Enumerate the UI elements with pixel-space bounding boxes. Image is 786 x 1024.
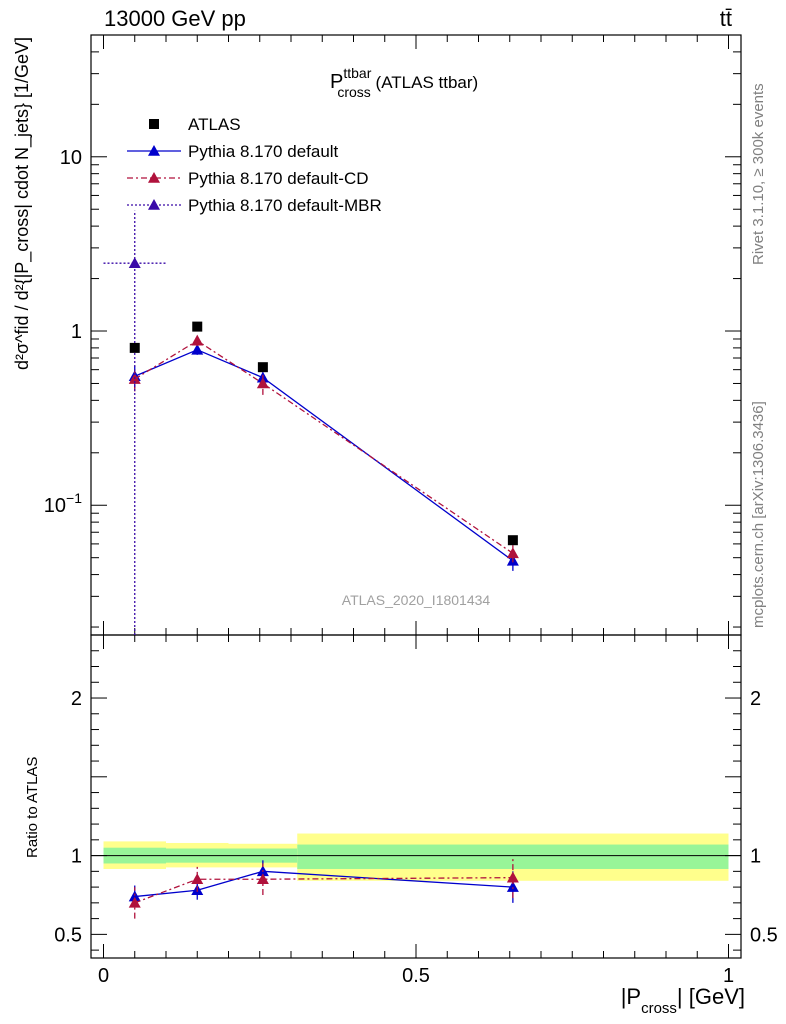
legend-label: Pythia 8.170 default-CD <box>188 169 369 188</box>
legend: ATLAS Pythia 8.170 default Pythia 8.170 de… <box>127 115 382 215</box>
series-line <box>134 349 514 562</box>
y-tick-label: 10 <box>60 147 82 169</box>
x-label-pre: |P <box>621 984 641 1009</box>
ratio-marker <box>506 871 519 883</box>
title-rest: (ATLAS ttbar) <box>371 73 478 92</box>
ratio-tick-label-right: 0.5 <box>750 924 778 946</box>
x-axis-label: |Pcross| [GeV] <box>621 984 745 1017</box>
x-tick-label: 0.5 <box>402 965 430 987</box>
legend-marker <box>148 199 160 210</box>
ratio-tick-label: 0.5 <box>54 924 82 946</box>
ratio-tick-label: 1 <box>71 846 82 868</box>
ratio-marker <box>256 873 269 885</box>
header-energy: 13000 GeV pp <box>104 6 246 31</box>
header-process: tt̄ <box>720 6 732 31</box>
title-sub: cross <box>337 84 370 100</box>
ratio-line <box>134 870 513 898</box>
ratio-line <box>134 876 513 904</box>
legend-label: ATLAS <box>188 115 241 134</box>
legend-label: Pythia 8.170 default-MBR <box>188 196 382 215</box>
y-tick-label: 1 <box>71 321 82 343</box>
data-point-atlas <box>507 535 518 546</box>
mcplots-label: mcplots.cern.ch [arXiv:1306.3436] <box>750 401 767 628</box>
data-point-atlas <box>257 362 268 373</box>
title-sup: ttbar <box>343 65 371 81</box>
ratio-tick-label: 2 <box>71 688 82 710</box>
analysis-watermark: ATLAS_2020_I1801434 <box>342 592 491 608</box>
legend-marker <box>149 119 159 129</box>
x-tick-label: 0 <box>98 965 109 987</box>
y-tick-label: 10−1 <box>44 490 82 517</box>
series-marker <box>128 257 141 269</box>
x-label-post: | [GeV] <box>677 984 745 1009</box>
ratio-y-axis-label: Ratio to ATLAS <box>24 757 41 858</box>
axis-ticks: 0 0.5 1 10−1 1 10 0.5 0.5 1 1 2 2 <box>44 34 778 987</box>
ratio-plot-frame <box>90 634 742 959</box>
chart-marks <box>103 210 519 919</box>
series-line <box>134 339 514 554</box>
data-point-atlas <box>192 321 203 332</box>
data-point-atlas <box>129 342 140 353</box>
title-main: P <box>330 71 343 93</box>
x-label-sub: cross <box>641 1000 677 1017</box>
legend-marker <box>148 172 160 183</box>
ratio-tick-label-right: 1 <box>750 846 761 868</box>
x-tick-label: 1 <box>723 965 734 987</box>
legend-label: Pythia 8.170 default <box>188 142 339 161</box>
plot-title: Pttbar cross (ATLAS ttbar) <box>330 65 478 100</box>
legend-marker <box>148 145 160 156</box>
rivet-label: Rivet 3.1.10, ≥ 300k events <box>750 83 767 265</box>
ratio-tick-label-right: 2 <box>750 688 761 710</box>
main-y-axis-label: d²σ^fid / d²{|P_cross| cdot N_jets} [1/G… <box>12 37 33 370</box>
